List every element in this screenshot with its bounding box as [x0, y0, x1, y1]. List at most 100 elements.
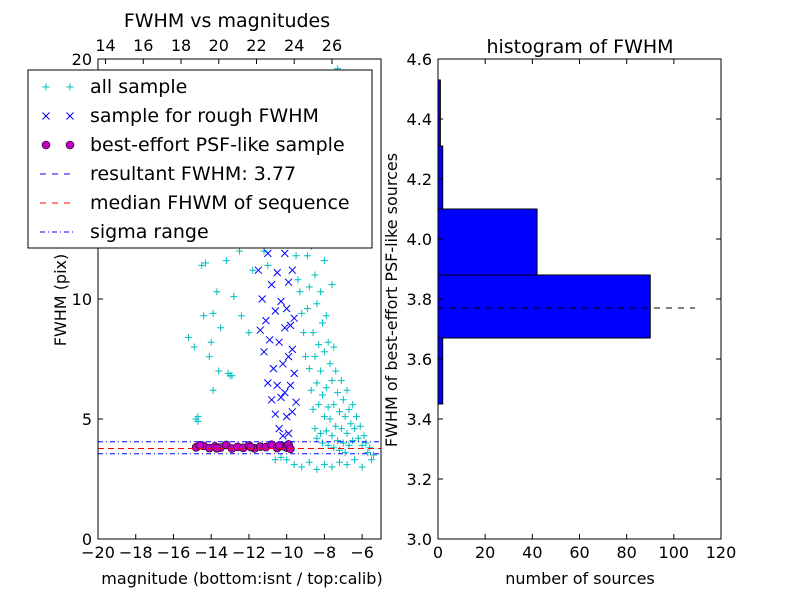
x-tick-label: −10	[270, 543, 304, 562]
rough-sample-point	[262, 316, 270, 325]
hist-y-tick-label: 4.6	[407, 50, 432, 69]
hist-y-tick-label: 4.4	[407, 110, 432, 129]
all-sample-point	[358, 463, 366, 471]
all-sample-point	[307, 386, 315, 394]
all-sample-point	[264, 261, 272, 269]
hist-x-tick-label: 40	[522, 543, 542, 562]
all-sample-point	[351, 425, 359, 433]
all-sample-point	[369, 451, 377, 459]
rough-sample-point	[280, 323, 289, 332]
hist-x-tick-label: 60	[569, 543, 589, 562]
histogram-y-axis-label: FWHM of best-effort PSF-like sources	[382, 153, 401, 447]
rough-sample-point	[284, 429, 293, 438]
legend-label: median FHWM of sequence	[90, 192, 350, 214]
legend-swatch-x	[66, 112, 74, 120]
all-sample-point	[322, 312, 330, 320]
top-tick-label: 14	[95, 36, 115, 55]
rough-sample-point	[284, 278, 293, 287]
rough-sample-point	[282, 304, 291, 313]
all-sample-point	[309, 405, 317, 413]
rough-sample-point	[258, 295, 266, 303]
x-tick-label: −12	[232, 543, 266, 562]
all-sample-point	[260, 247, 268, 255]
all-sample-point	[330, 444, 338, 452]
rough-sample-point	[263, 379, 272, 387]
all-sample-point	[354, 434, 362, 442]
rough-sample-point	[284, 352, 293, 361]
all-sample-point	[309, 329, 317, 337]
top-tick-label: 16	[133, 36, 153, 55]
rough-sample-point	[282, 412, 291, 421]
rough-sample-point	[277, 393, 285, 402]
histogram-title: histogram of FWHM	[486, 36, 673, 58]
histogram-x-axis-label: number of sources	[505, 569, 655, 588]
all-sample-point	[222, 257, 230, 265]
rough-sample-point	[290, 314, 299, 323]
rough-sample-point	[288, 345, 297, 354]
all-sample-point	[360, 432, 368, 440]
all-sample-point	[296, 288, 304, 296]
all-sample-point	[335, 458, 343, 466]
all-sample-point	[209, 386, 217, 394]
all-sample-point	[330, 343, 338, 351]
x-tick-label: −18	[119, 543, 153, 562]
rough-sample-point	[263, 249, 272, 258]
all-sample-point	[324, 338, 332, 346]
x-tick-label: −8	[313, 543, 337, 562]
all-sample-point	[315, 341, 323, 349]
y-tick-label: 20	[72, 50, 92, 69]
all-sample-point	[303, 305, 311, 313]
all-sample-point	[324, 403, 332, 411]
all-sample-point	[313, 379, 321, 387]
hist-y-tick-label: 4.2	[407, 170, 432, 189]
all-sample-point	[339, 396, 347, 404]
legend-label: all sample	[90, 76, 187, 98]
rough-sample-point	[286, 381, 295, 390]
all-sample-point	[351, 456, 359, 464]
rough-sample-point	[279, 359, 287, 368]
all-sample-point	[236, 247, 243, 255]
rough-sample-point	[275, 424, 283, 433]
all-sample-point	[322, 384, 330, 392]
rough-sample-point	[271, 410, 280, 419]
y-tick-label: 0	[82, 530, 92, 549]
all-sample-point	[245, 329, 253, 337]
rough-sample-point	[279, 431, 287, 440]
all-sample-point	[356, 422, 364, 430]
all-sample-point	[230, 293, 238, 301]
top-tick-label: 22	[246, 36, 266, 55]
hist-x-tick-label: 100	[659, 543, 690, 562]
all-sample-point	[202, 259, 210, 267]
all-sample-point	[277, 453, 285, 461]
all-sample-point	[237, 312, 245, 320]
scatter-y-axis-label: FWHM (pix)	[51, 254, 70, 347]
all-sample-point	[313, 300, 321, 308]
all-sample-point	[337, 425, 345, 433]
rough-sample-point	[254, 266, 263, 275]
all-sample-point	[320, 257, 328, 265]
rough-sample-point	[271, 307, 280, 315]
scatter-x-axis-label: magnitude (bottom:isnt / top:calib)	[101, 569, 382, 588]
y-tick-label: 5	[82, 410, 92, 429]
all-sample-point	[313, 434, 321, 442]
x-tick-label: −6	[350, 543, 374, 562]
histogram-bars	[437, 79, 696, 405]
scatter-title: FWHM vs magnitudes	[124, 10, 330, 32]
all-sample-point	[228, 372, 236, 380]
legend-label: sigma range	[90, 221, 209, 243]
histogram-bar	[437, 208, 538, 276]
rough-sample-point	[290, 369, 299, 378]
all-sample-point	[328, 281, 336, 289]
legend-swatch-x	[42, 112, 50, 120]
all-sample-point	[343, 386, 351, 394]
legend-swatch-plus	[66, 83, 74, 91]
hist-y-tick-label: 3.2	[407, 470, 432, 489]
all-sample-point	[319, 319, 327, 327]
legend-box	[27, 69, 373, 249]
rough-sample-point	[267, 280, 276, 289]
rough-sample-point	[292, 398, 300, 407]
all-sample-point	[249, 266, 257, 274]
all-sample-point	[337, 377, 345, 385]
all-sample-point	[328, 377, 336, 385]
